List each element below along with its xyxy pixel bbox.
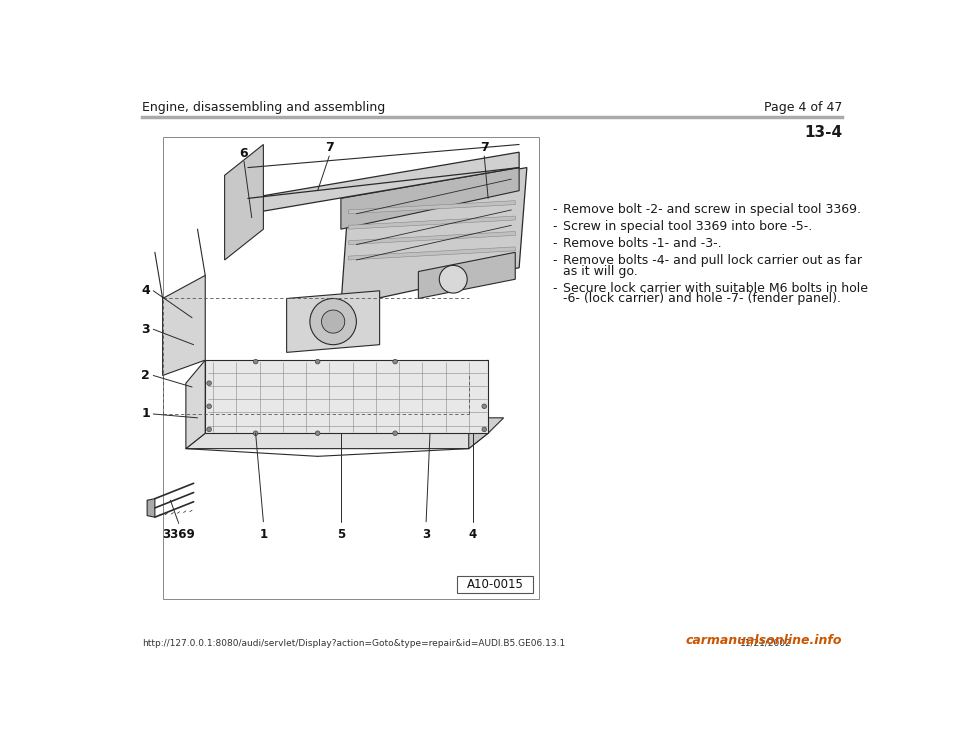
Bar <box>457 576 533 593</box>
Polygon shape <box>147 499 155 517</box>
Text: -: - <box>552 237 557 250</box>
Polygon shape <box>348 216 516 229</box>
Text: A10-0015: A10-0015 <box>467 578 523 591</box>
Text: 2: 2 <box>141 369 150 382</box>
Circle shape <box>315 431 320 436</box>
Polygon shape <box>341 168 519 229</box>
Text: -6- (lock carrier) and hole -7- (fender panel).: -6- (lock carrier) and hole -7- (fender … <box>564 292 841 305</box>
Text: 4: 4 <box>468 528 477 541</box>
Circle shape <box>315 359 320 364</box>
Text: -: - <box>552 254 557 267</box>
Text: Screw in special tool 3369 into bore -5-.: Screw in special tool 3369 into bore -5-… <box>564 220 812 233</box>
Text: Remove bolts -1- and -3-.: Remove bolts -1- and -3-. <box>564 237 722 250</box>
Polygon shape <box>348 247 516 260</box>
Text: Secure lock carrier with suitable M6 bolts in hole: Secure lock carrier with suitable M6 bol… <box>564 281 868 295</box>
Text: 7: 7 <box>480 141 489 154</box>
Circle shape <box>322 310 345 333</box>
Polygon shape <box>225 145 263 260</box>
Text: 7: 7 <box>324 141 334 154</box>
Circle shape <box>440 266 468 293</box>
Polygon shape <box>248 152 519 214</box>
Text: 4: 4 <box>141 284 150 298</box>
Bar <box>162 137 539 599</box>
Text: Page 4 of 47: Page 4 of 47 <box>764 102 842 114</box>
Text: -: - <box>552 203 557 216</box>
Text: as it will go.: as it will go. <box>564 265 638 278</box>
Circle shape <box>482 427 487 432</box>
Polygon shape <box>186 360 205 449</box>
Circle shape <box>393 359 397 364</box>
Text: Remove bolt -2- and screw in special tool 3369.: Remove bolt -2- and screw in special too… <box>564 203 861 216</box>
Text: 6: 6 <box>240 147 249 160</box>
Circle shape <box>253 431 258 436</box>
Polygon shape <box>341 168 527 306</box>
Polygon shape <box>205 360 488 433</box>
Polygon shape <box>348 200 516 214</box>
Circle shape <box>253 359 258 364</box>
Text: 13-4: 13-4 <box>804 125 842 140</box>
Text: http://127.0.0.1:8080/audi/servlet/Display?action=Goto&type=repair&id=AUDI.B5.GE: http://127.0.0.1:8080/audi/servlet/Displ… <box>142 639 564 648</box>
Polygon shape <box>348 232 516 245</box>
Text: 3369: 3369 <box>161 528 195 541</box>
Circle shape <box>482 404 487 409</box>
Text: carmanualsonline.info: carmanualsonline.info <box>685 634 842 646</box>
Circle shape <box>310 298 356 345</box>
Polygon shape <box>468 360 488 449</box>
Text: -: - <box>552 281 557 295</box>
Text: 5: 5 <box>337 528 345 541</box>
Text: -: - <box>552 220 557 233</box>
Polygon shape <box>205 418 504 433</box>
Text: 1: 1 <box>259 528 268 541</box>
Circle shape <box>393 431 397 436</box>
Polygon shape <box>287 291 379 352</box>
Text: Remove bolts -4- and pull lock carrier out as far: Remove bolts -4- and pull lock carrier o… <box>564 254 862 267</box>
Polygon shape <box>162 275 205 375</box>
Circle shape <box>206 381 211 386</box>
Polygon shape <box>419 252 516 298</box>
Text: 3: 3 <box>141 323 150 336</box>
Circle shape <box>206 427 211 432</box>
Text: 3: 3 <box>422 528 430 541</box>
Text: 1: 1 <box>141 407 150 421</box>
Text: 11/21/2002: 11/21/2002 <box>740 639 792 648</box>
Text: Engine, disassembling and assembling: Engine, disassembling and assembling <box>142 102 385 114</box>
Circle shape <box>206 404 211 409</box>
Polygon shape <box>186 433 488 449</box>
